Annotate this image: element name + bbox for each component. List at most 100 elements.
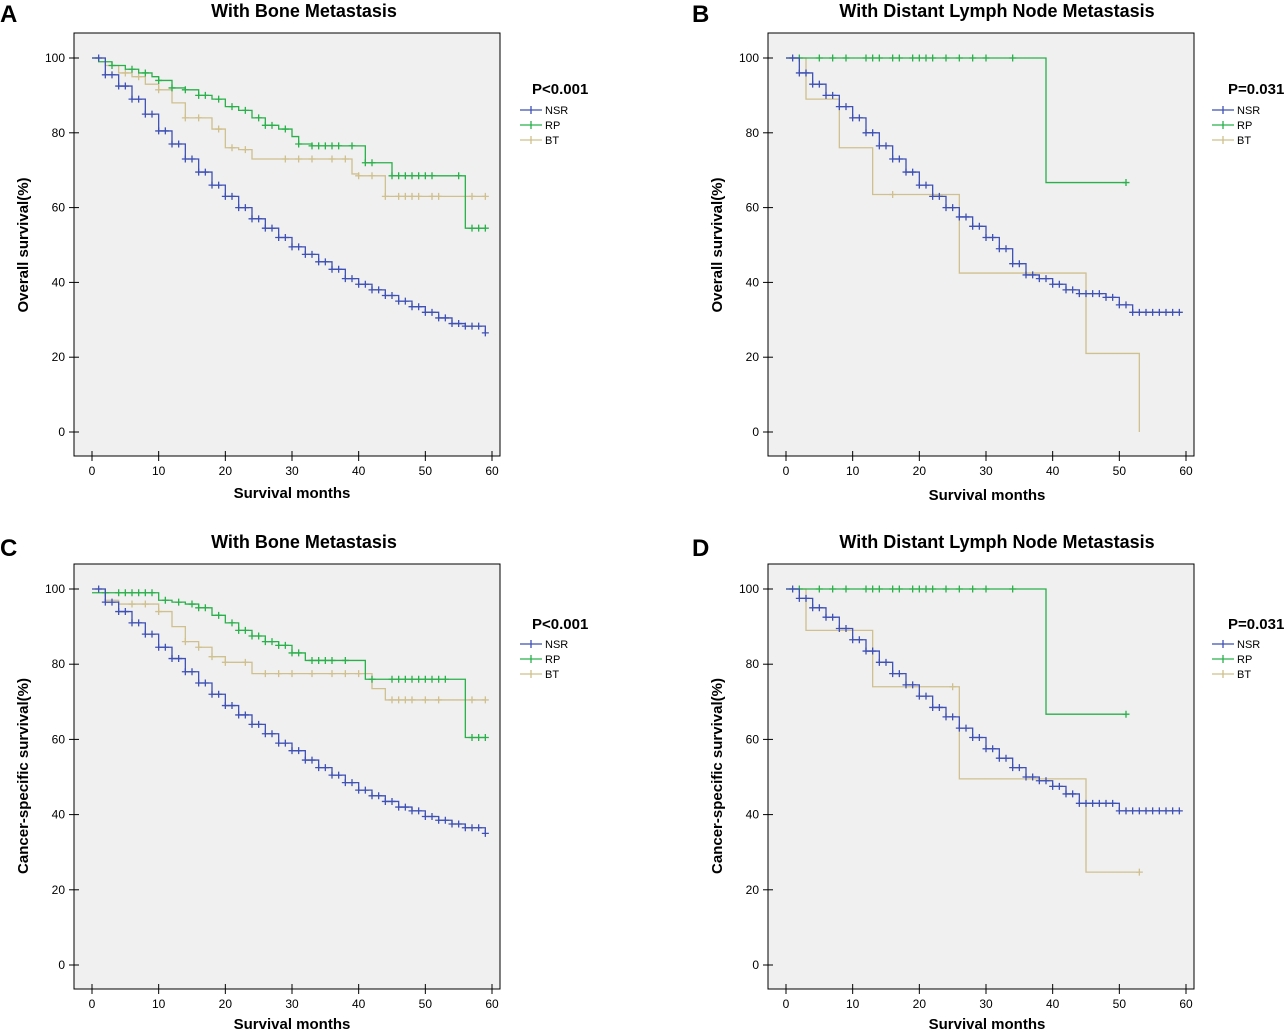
panel-A: A With Bone Metastasis 0 20 40 60 80 100 0 10 20 30…: [0, 1, 588, 502]
censor-mark-nsr: [1075, 799, 1083, 807]
censor-mark-nsr: [441, 816, 449, 824]
censor-mark-rp: [955, 54, 963, 62]
censor-mark-nsr: [955, 213, 963, 221]
censor-mark-nsr: [915, 181, 923, 189]
censor-mark-nsr: [115, 608, 123, 616]
y-tick-label: 20: [746, 883, 760, 897]
censor-mark-bt: [381, 192, 389, 200]
y-tick-label: 40: [746, 275, 760, 289]
censor-mark-rp: [421, 172, 429, 180]
censor-mark-nsr: [261, 730, 269, 738]
censor-mark-bt: [388, 696, 396, 704]
censor-mark-rp: [401, 172, 409, 180]
censor-mark-rp: [321, 656, 329, 664]
censor-mark-nsr: [248, 215, 256, 223]
censor-mark-rp: [261, 638, 269, 646]
censor-mark-nsr: [962, 724, 970, 732]
censor-mark-nsr: [935, 192, 943, 200]
censor-mark-bt: [408, 696, 416, 704]
y-tick-label: 80: [746, 126, 760, 140]
censor-mark-rp: [188, 600, 196, 608]
censor-mark-nsr: [1175, 807, 1183, 815]
censor-mark-bt: [281, 155, 289, 163]
censor-mark-bt: [308, 155, 316, 163]
censor-mark-nsr: [361, 786, 369, 794]
censor-mark-bt: [208, 653, 216, 661]
censor-mark-nsr: [1042, 777, 1050, 785]
censor-mark-nsr: [1142, 807, 1150, 815]
censor-mark-nsr: [448, 820, 456, 828]
censor-mark-rp: [235, 626, 243, 634]
y-tick-label: 100: [45, 51, 65, 65]
censor-mark-nsr: [161, 127, 169, 135]
censor-mark-rp: [255, 632, 263, 640]
legend-label-bt: BT: [545, 135, 559, 147]
censor-mark-rp: [889, 585, 897, 593]
censor-mark-bt: [368, 172, 376, 180]
censor-mark-nsr: [975, 734, 983, 742]
censor-mark-nsr: [281, 234, 289, 242]
censor-mark-nsr: [1095, 290, 1103, 298]
censor-mark-nsr: [348, 275, 356, 283]
censor-mark-nsr: [415, 807, 423, 815]
censor-mark-nsr: [368, 792, 376, 800]
y-tick-label: 80: [52, 657, 66, 671]
censor-mark-nsr: [461, 824, 469, 832]
censor-mark-nsr: [168, 140, 176, 148]
censor-mark-nsr: [221, 702, 229, 710]
y-axis-label: Cancer-specific survival(%): [709, 678, 726, 874]
plot-area: [767, 32, 1195, 457]
censor-mark-rp: [909, 54, 917, 62]
censor-mark-bt: [415, 192, 423, 200]
censor-mark-rp: [281, 641, 289, 649]
censor-mark-rp: [842, 585, 850, 593]
censor-mark-nsr: [168, 655, 176, 663]
censor-mark-nsr: [375, 792, 383, 800]
censor-mark-rp: [128, 589, 136, 597]
censor-mark-rp: [942, 54, 950, 62]
censor-mark-bt: [121, 69, 129, 77]
censor-mark-nsr: [1162, 308, 1170, 316]
censor-mark-rp: [909, 585, 917, 593]
censor-mark-nsr: [1009, 764, 1017, 772]
censor-mark-rp: [395, 172, 403, 180]
censor-mark-rp: [468, 224, 476, 232]
panel-B: B With Distant Lymph Node Metastasis 0 20 40…: [692, 1, 1284, 504]
censor-mark-nsr: [415, 303, 423, 311]
censor-mark-rp: [108, 61, 116, 69]
censor-mark-nsr: [161, 643, 169, 651]
x-axis-label: Survival months: [929, 1016, 1046, 1030]
censor-mark-nsr: [1135, 807, 1143, 815]
censor-mark-nsr: [849, 636, 857, 644]
censor-mark-rp: [368, 675, 376, 683]
censor-mark-rp: [401, 675, 409, 683]
censor-mark-nsr: [355, 786, 363, 794]
censor-mark-nsr: [815, 604, 823, 612]
censor-mark-bt: [241, 146, 249, 154]
censor-mark-nsr: [962, 213, 970, 221]
censor-mark-bt: [889, 191, 897, 199]
y-tick-label: 0: [58, 425, 65, 439]
x-tick-label: 30: [285, 464, 299, 478]
x-tick-label: 20: [219, 997, 233, 1011]
censor-mark-nsr: [1169, 308, 1177, 316]
series-line-bt: [786, 57, 1140, 432]
censor-mark-bt: [128, 600, 136, 608]
legend-label-bt: BT: [1237, 135, 1251, 147]
censor-mark-nsr: [388, 797, 396, 805]
censor-mark-rp: [875, 54, 883, 62]
censor-mark-nsr: [1162, 807, 1170, 815]
censor-mark-rp: [408, 675, 416, 683]
censor-mark-nsr: [321, 764, 329, 772]
legend-label-bt: BT: [1237, 669, 1251, 681]
censor-mark-rp: [335, 142, 343, 150]
censor-mark-nsr: [929, 703, 937, 711]
censor-mark-nsr: [421, 308, 429, 316]
censor-mark-nsr: [355, 280, 363, 288]
x-tick-label: 20: [913, 997, 927, 1011]
censor-mark-nsr: [1035, 275, 1043, 283]
censor-mark-nsr: [195, 679, 203, 687]
censor-mark-nsr: [795, 69, 803, 77]
censor-mark-nsr: [435, 816, 443, 824]
censor-mark-nsr: [321, 258, 329, 266]
